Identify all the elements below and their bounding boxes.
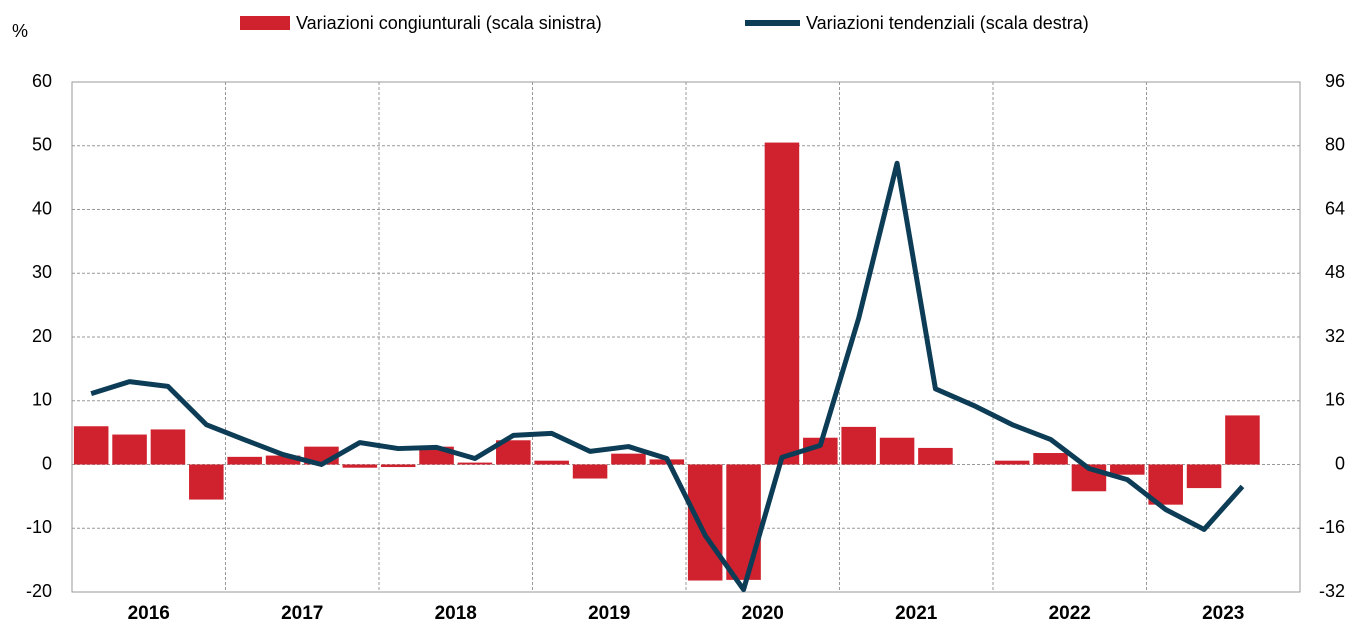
bar	[1033, 453, 1068, 465]
bar	[918, 447, 953, 465]
bar	[764, 142, 800, 465]
bar	[189, 464, 224, 500]
y-tick-label: 30	[32, 262, 52, 282]
y2-tick-label: 96	[1325, 71, 1345, 91]
bar	[994, 460, 1030, 465]
y2-tick-label: 80	[1325, 135, 1345, 155]
bar	[687, 464, 723, 581]
x-tick-label: 2016	[128, 603, 170, 624]
x-tick-label: 2022	[1049, 603, 1091, 624]
y2-tick-label: -32	[1319, 581, 1345, 601]
x-tick-label: 2018	[435, 603, 477, 624]
y-tick-label: 60	[32, 71, 52, 91]
bar	[611, 453, 646, 465]
bar	[534, 460, 569, 465]
x-tick-label: 2021	[895, 603, 938, 624]
bar	[879, 437, 915, 465]
bar	[380, 464, 416, 468]
bar	[265, 455, 301, 465]
bar	[227, 456, 262, 465]
y-tick-label: 40	[32, 198, 52, 218]
y-tick-label: 10	[32, 390, 52, 410]
y-tick-label: 0	[42, 453, 52, 473]
bar	[457, 462, 493, 465]
line	[90, 160, 1245, 593]
y2-tick-label: 16	[1325, 390, 1345, 410]
bar	[112, 434, 147, 465]
x-tick-label: 2020	[742, 603, 784, 624]
plot-border	[71, 81, 1301, 593]
y2-tick-label: 32	[1325, 326, 1345, 346]
bar	[841, 426, 876, 465]
x-tick-label: 2017	[281, 603, 323, 624]
bar	[1110, 464, 1145, 475]
bar	[1225, 415, 1260, 465]
y-tick-label: 50	[32, 135, 52, 155]
bar	[726, 464, 761, 580]
bar	[1186, 464, 1222, 489]
legend-label: Variazioni tendenziali (scala destra)	[806, 13, 1089, 33]
y2-tick-label: 0	[1335, 453, 1345, 473]
legend-swatch	[240, 16, 290, 30]
y2-tick-label: 64	[1325, 198, 1345, 218]
bar	[342, 464, 378, 468]
y2-tick-label: 48	[1325, 262, 1345, 282]
y-tick-label: -10	[26, 517, 52, 537]
y-unit: %	[12, 21, 28, 41]
y-tick-label: -20	[26, 581, 52, 601]
bar	[73, 426, 109, 465]
legend-label: Variazioni congiunturali (scala sinistra…	[296, 13, 602, 33]
x-tick-label: 2023	[1202, 603, 1244, 624]
y2-tick-label: -16	[1319, 517, 1345, 537]
y-tick-label: 20	[32, 326, 52, 346]
bar	[572, 464, 608, 479]
bar	[150, 429, 186, 465]
x-tick-label: 2019	[588, 603, 630, 624]
